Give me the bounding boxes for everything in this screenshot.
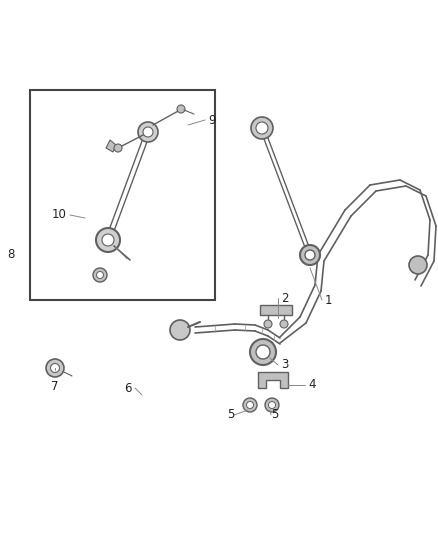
Circle shape bbox=[96, 228, 120, 252]
Text: 4: 4 bbox=[308, 378, 315, 392]
Bar bbox=[260, 305, 292, 315]
Circle shape bbox=[50, 364, 60, 373]
Circle shape bbox=[170, 320, 190, 340]
Circle shape bbox=[300, 245, 320, 265]
Text: 1: 1 bbox=[325, 294, 332, 306]
Text: 10: 10 bbox=[52, 208, 67, 222]
Circle shape bbox=[93, 268, 107, 282]
Text: 3: 3 bbox=[281, 359, 288, 372]
Circle shape bbox=[177, 105, 185, 113]
Polygon shape bbox=[106, 140, 116, 152]
Circle shape bbox=[280, 320, 288, 328]
Text: 9: 9 bbox=[208, 114, 215, 126]
Circle shape bbox=[256, 345, 270, 359]
Circle shape bbox=[409, 256, 427, 274]
Circle shape bbox=[250, 339, 276, 365]
Circle shape bbox=[264, 320, 272, 328]
Text: 2: 2 bbox=[281, 292, 289, 304]
Circle shape bbox=[138, 122, 158, 142]
Text: 6: 6 bbox=[124, 382, 132, 394]
Circle shape bbox=[268, 401, 276, 408]
Circle shape bbox=[46, 359, 64, 377]
Text: 5: 5 bbox=[226, 408, 234, 422]
Circle shape bbox=[265, 398, 279, 412]
Text: 5: 5 bbox=[271, 408, 279, 422]
Text: 7: 7 bbox=[51, 379, 59, 392]
Circle shape bbox=[243, 398, 257, 412]
Polygon shape bbox=[258, 372, 288, 388]
Bar bbox=[30, 90, 215, 300]
Circle shape bbox=[256, 122, 268, 134]
Circle shape bbox=[143, 127, 153, 137]
Circle shape bbox=[114, 144, 122, 152]
Text: 8: 8 bbox=[7, 248, 15, 262]
Circle shape bbox=[96, 271, 103, 279]
Circle shape bbox=[102, 234, 114, 246]
Circle shape bbox=[251, 117, 273, 139]
Circle shape bbox=[305, 250, 315, 260]
Circle shape bbox=[247, 401, 254, 408]
